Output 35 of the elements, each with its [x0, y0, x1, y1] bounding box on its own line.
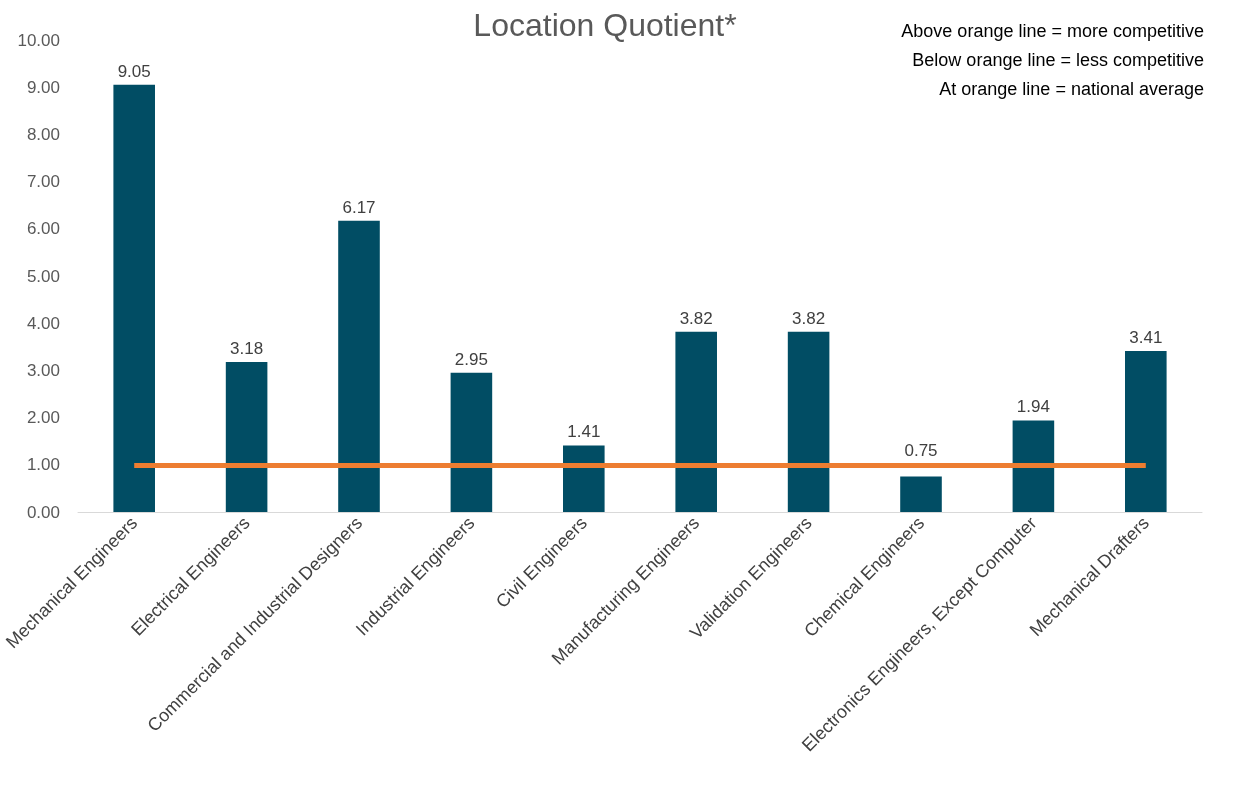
bar [900, 476, 942, 512]
data-label: 0.75 [904, 440, 938, 460]
annotation: At orange line = national average [939, 79, 1205, 99]
y-tick-label: 1.00 [26, 455, 60, 475]
bar [787, 331, 830, 512]
bar [675, 331, 717, 512]
bar [1012, 420, 1055, 512]
data-label: 9.05 [117, 61, 151, 81]
y-tick-label: 9.00 [26, 77, 60, 97]
chart-title: Location Quotient* [473, 7, 737, 43]
bar [113, 84, 155, 512]
y-tick-label: 5.00 [26, 266, 60, 286]
data-label: 3.82 [792, 308, 826, 328]
data-label: 2.95 [454, 349, 488, 369]
data-label: 3.18 [230, 338, 264, 358]
y-tick-label: 2.00 [26, 408, 60, 428]
data-label: 1.94 [1016, 397, 1050, 417]
y-tick-label: 4.00 [26, 313, 60, 333]
data-label: 3.41 [1129, 328, 1163, 348]
data-label: 6.17 [342, 197, 376, 217]
y-tick-label: 0.00 [26, 502, 60, 522]
y-tick-label: 7.00 [26, 172, 60, 192]
y-tick-label: 10.00 [17, 30, 60, 50]
bar [450, 372, 493, 512]
bar [225, 361, 268, 512]
y-tick-label: 6.00 [26, 219, 60, 239]
data-label: 3.82 [679, 308, 713, 328]
bar [563, 445, 605, 512]
annotation: Above orange line = more competitive [901, 21, 1204, 41]
data-label: 1.41 [567, 422, 601, 442]
bar [1125, 351, 1167, 512]
y-tick-label: 3.00 [26, 360, 60, 380]
bar [338, 220, 380, 512]
annotation: Below orange line = less competitive [912, 50, 1204, 70]
y-tick-label: 8.00 [26, 124, 60, 144]
